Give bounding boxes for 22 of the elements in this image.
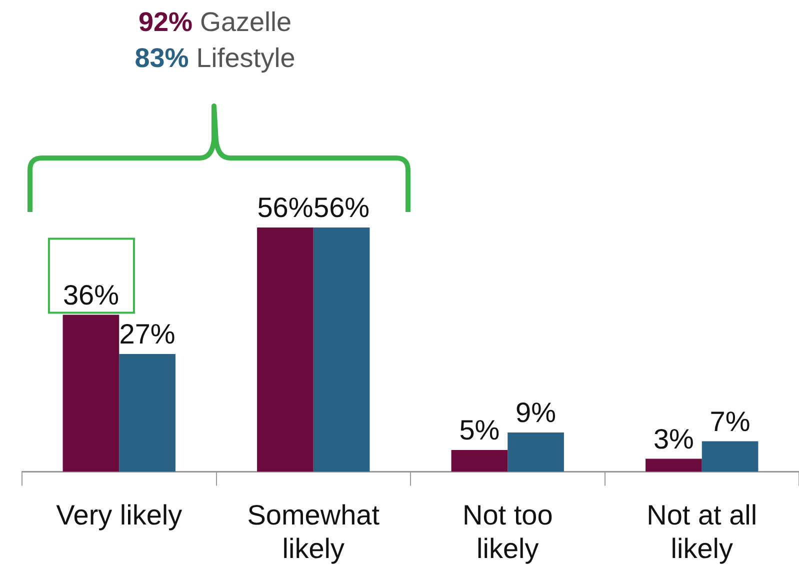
x-tick-label: Somewhat likely — [247, 499, 380, 564]
bar — [646, 458, 702, 472]
bar — [508, 432, 564, 472]
bar — [451, 450, 508, 472]
data-label: 36% — [62, 279, 119, 310]
data-label: 5% — [459, 414, 500, 446]
data-label: 9% — [516, 397, 556, 428]
bar — [702, 441, 758, 472]
data-label: 3% — [653, 423, 694, 454]
bar — [119, 354, 176, 472]
x-tick-label: Not too likely — [462, 499, 553, 564]
data-label: 7% — [710, 406, 750, 437]
data-label: 56% — [314, 192, 370, 224]
text: 92% Gazelle — [137, 6, 293, 39]
data-label: 27% — [119, 318, 176, 350]
text: 83% Lifestyle — [134, 42, 296, 75]
bar — [257, 227, 314, 472]
bar — [313, 227, 370, 472]
x-tick-label: Very likely — [56, 499, 182, 530]
data-label: 56% — [257, 192, 314, 224]
bar — [62, 314, 120, 472]
x-tick-label: Not at all likely — [646, 499, 758, 564]
